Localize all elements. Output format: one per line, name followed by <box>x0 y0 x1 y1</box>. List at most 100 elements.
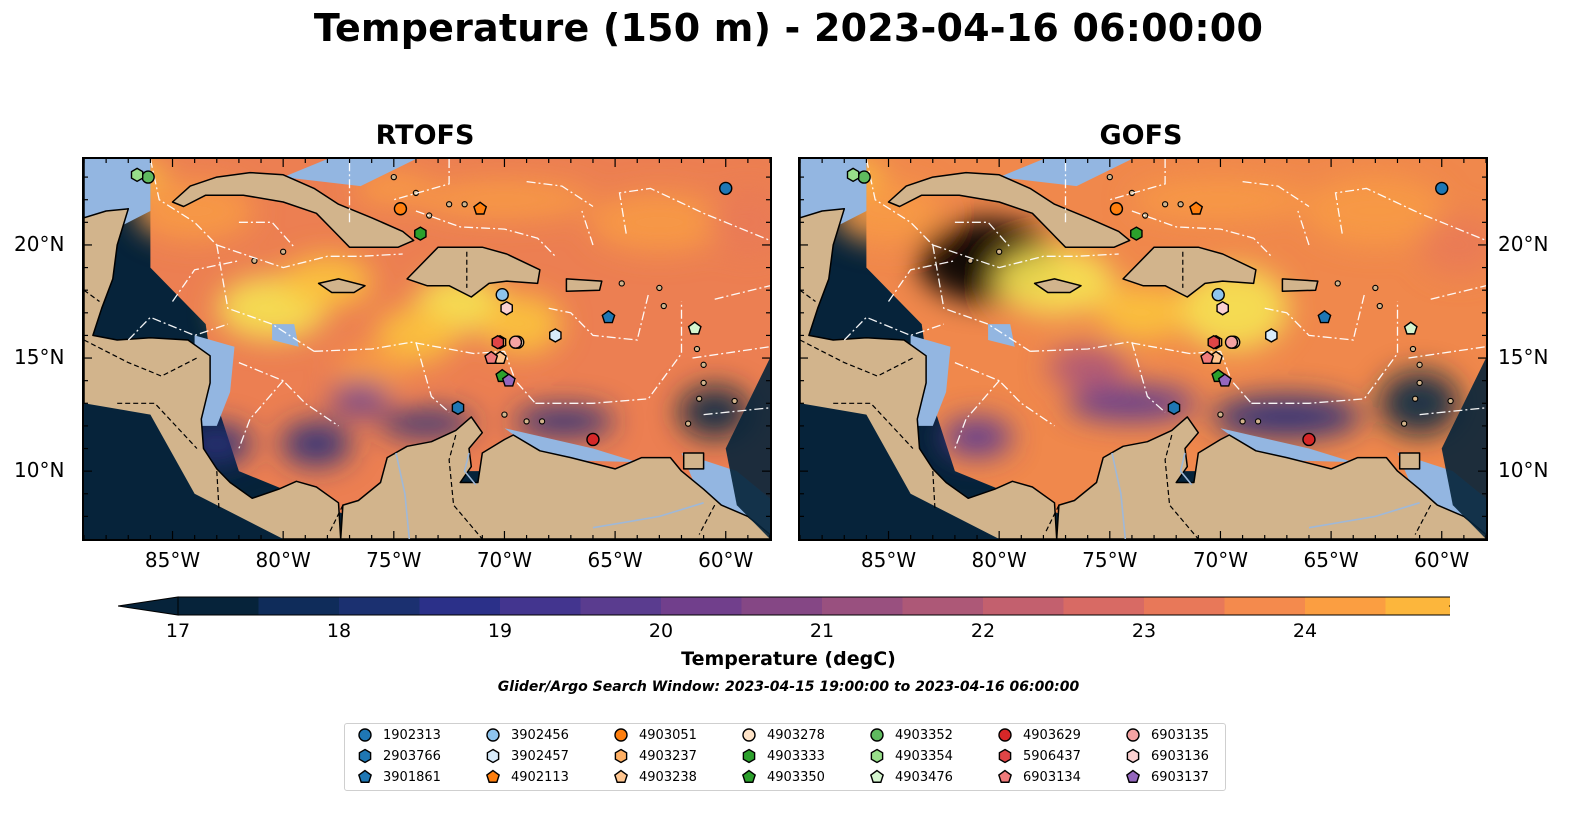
legend-marker-icon <box>1126 728 1140 742</box>
legend-marker-4903333 <box>742 748 756 764</box>
legend-item: 4903333 <box>741 746 825 766</box>
float-marker-6903135 <box>508 335 523 349</box>
legend-label: 1902313 <box>383 727 441 743</box>
legend-marker-icon <box>870 728 884 742</box>
temperature-field <box>97 159 770 517</box>
gofs-map[interactable] <box>798 157 1488 541</box>
float-marker-4903333 <box>1130 226 1143 241</box>
country-borders <box>84 251 716 539</box>
lon-tick-label: 60°W <box>1414 548 1470 572</box>
legend-label: 3902456 <box>511 727 569 743</box>
legend-marker-3902456 <box>486 728 500 742</box>
colorbar-tick-label: 22 <box>970 620 996 642</box>
search-window-note: Glider/Argo Search Window: 2023-04-15 19… <box>497 679 1080 695</box>
figure-title: Temperature (150 m) - 2023-04-16 06:00:0… <box>313 6 1264 50</box>
map-title-gofs: GOFS <box>1099 120 1183 151</box>
colorbar-segment <box>1224 597 1306 615</box>
legend-marker-icon <box>742 728 756 742</box>
map-title-rtofs: RTOFS <box>375 120 475 151</box>
legend-item: 3901861 <box>357 767 441 787</box>
legend-item: 3902456 <box>485 725 569 745</box>
float-marker-4902113 <box>473 201 488 215</box>
legend-marker-icon <box>998 748 1012 764</box>
float-marker-3902456 <box>1211 288 1225 302</box>
legend-label: 6903134 <box>1023 769 1081 785</box>
legend-item: 1902313 <box>357 725 441 745</box>
legend-marker-icon <box>358 728 372 742</box>
legend-label: 3901861 <box>383 769 441 785</box>
temperature-field <box>813 159 1486 517</box>
atlantic-deep <box>725 358 770 539</box>
legend-label: 4903629 <box>1023 727 1081 743</box>
legend-item: 4903051 <box>613 725 697 745</box>
legend-item: 6903137 <box>1125 767 1209 787</box>
float-marker-6903135 <box>1224 335 1239 349</box>
legend-label: 4903278 <box>767 727 825 743</box>
legend-item: 4903237 <box>613 746 697 766</box>
float-marker-4903352 <box>857 170 871 184</box>
legend-marker-icon <box>1126 748 1140 764</box>
colorbar-segment <box>661 597 742 615</box>
legend-marker-4903051 <box>614 728 628 742</box>
legend-marker-1902313 <box>358 728 372 742</box>
legend-marker-icon <box>614 769 628 783</box>
legend-marker-icon <box>614 748 628 764</box>
legend-item: 6903135 <box>1125 725 1209 745</box>
colorbar-segment <box>822 597 903 615</box>
legend-marker-4903629 <box>998 728 1012 742</box>
float-marker-2903766 <box>1167 400 1181 416</box>
legend-marker-icon <box>486 728 500 742</box>
float-marker-3902457 <box>549 328 562 343</box>
legend-label: 3902457 <box>511 748 569 764</box>
legend-item: 4903354 <box>869 746 953 766</box>
float-marker-6903136 <box>1216 300 1229 316</box>
float-legend: 1902313 2903766 3901861 3902456 3902457 49021… <box>344 723 1226 791</box>
lon-tick-label: 65°W <box>1303 548 1359 572</box>
legend-marker-4903238 <box>614 769 628 783</box>
legend-marker-icon <box>742 748 756 764</box>
float-marker-5906437 <box>1207 334 1221 350</box>
float-marker-4903476 <box>687 321 702 335</box>
colorbar-segment <box>983 597 1064 615</box>
float-marker-6903136 <box>500 300 513 316</box>
legend-marker-4903476 <box>870 769 884 783</box>
legend-label: 4903352 <box>895 727 953 743</box>
lon-tick-label: 70°W <box>1192 548 1249 572</box>
legend-item: 4903629 <box>997 725 1081 745</box>
colorbar-segment <box>1385 597 1467 615</box>
float-marker-4903352 <box>141 170 155 184</box>
legend-item: 4903238 <box>613 767 697 787</box>
rtofs-map[interactable] <box>82 157 772 541</box>
legend-item: 5906437 <box>997 746 1081 766</box>
legend-marker-icon <box>870 748 884 764</box>
float-marker-1902313 <box>719 181 733 196</box>
legend-marker-6903135 <box>1126 728 1140 742</box>
legend-label: 5906437 <box>1023 748 1081 764</box>
legend-marker-6903134 <box>998 769 1012 783</box>
eez-boundaries <box>127 159 770 449</box>
legend-marker-3902457 <box>486 748 500 764</box>
lat-tick-label: 15°N <box>14 345 65 370</box>
legend-marker-icon <box>870 769 884 783</box>
legend-marker-icon <box>998 769 1012 783</box>
float-marker-3902457 <box>1265 328 1278 343</box>
colorbar-segment <box>1144 597 1225 615</box>
float-marker-4903051 <box>1109 202 1124 216</box>
legend-item: 6903136 <box>1125 746 1209 766</box>
legend-marker-icon <box>486 748 500 764</box>
colorbar-tick-label: 21 <box>809 620 835 642</box>
colorbar-tick-label: 17 <box>165 620 191 642</box>
legend-marker-6903136 <box>1126 748 1140 764</box>
colorbar-tick-label: 19 <box>487 620 513 642</box>
rivers <box>395 452 704 539</box>
lon-tick-label: 80°W <box>255 548 311 572</box>
lat-tick-label: 10°N <box>1498 458 1549 483</box>
legend-label: 4903350 <box>767 769 825 785</box>
legend-item: 4903278 <box>741 725 825 745</box>
lon-tick-label: 75°W <box>1082 548 1138 572</box>
legend-marker-icon <box>358 748 372 764</box>
colorbar-segment <box>419 597 501 615</box>
colorbar-segment <box>741 597 823 615</box>
lat-tick-label: 15°N <box>1498 345 1549 370</box>
eez-boundaries <box>843 159 1486 449</box>
